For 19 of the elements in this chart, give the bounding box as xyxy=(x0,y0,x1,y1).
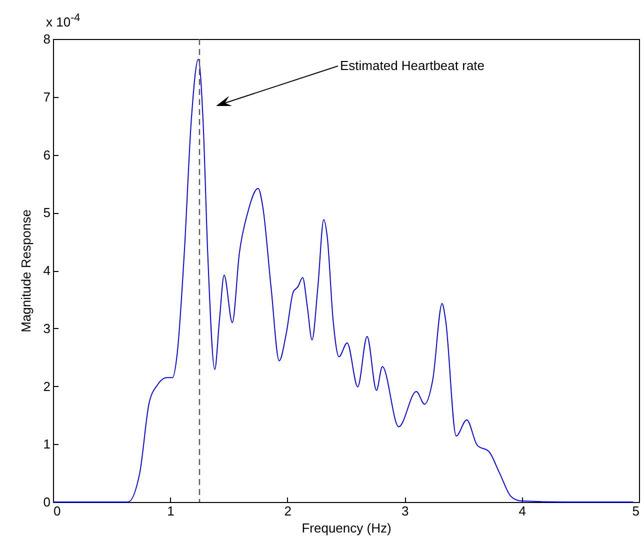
annotation: Estimated Heartbeat rate xyxy=(340,58,485,73)
y-tick-label: 2 xyxy=(43,378,50,394)
x-axis-title: Frequency (Hz) xyxy=(302,520,392,536)
y-tick-label: 7 xyxy=(43,89,50,104)
x-tick-label: 0 xyxy=(54,504,61,518)
x-tick-label: 4 xyxy=(518,504,526,518)
x-tick-label: 5 xyxy=(632,504,640,518)
y-tick-label: 4 xyxy=(43,263,50,278)
x-tick-label: 1 xyxy=(167,504,174,518)
y-tick-label: 3 xyxy=(43,320,50,336)
y-axis-title: Magnitude Response xyxy=(18,210,34,332)
text: x 10$^{-4}$ xyxy=(46,12,80,30)
x-tick-label: 3 xyxy=(401,504,409,518)
y-tick-label: 6 xyxy=(43,147,50,162)
line-series xyxy=(52,58,634,502)
y-tick-label: 8 xyxy=(43,32,50,46)
x-tick-label: 2 xyxy=(284,504,292,518)
y-tick-label: 5 xyxy=(43,205,50,220)
y-tick-label: 1 xyxy=(43,436,50,452)
